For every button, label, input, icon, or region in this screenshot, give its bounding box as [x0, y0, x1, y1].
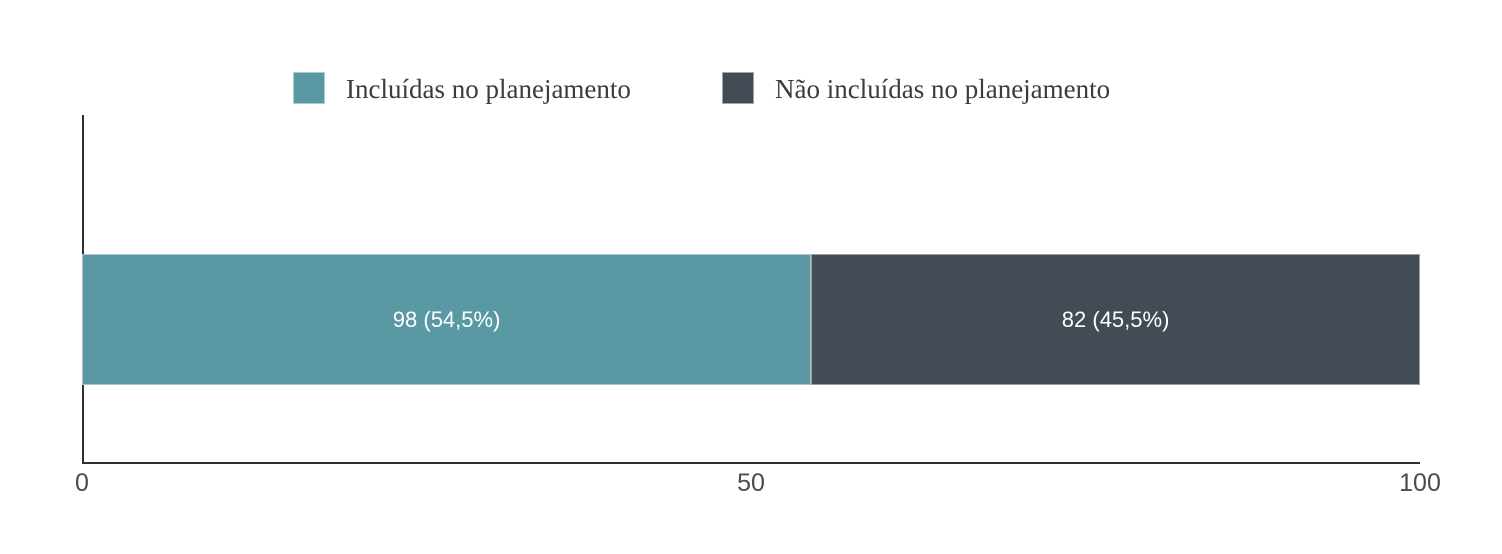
legend-item-nao-incluidas[interactable]: Não incluídas no planejamento — [722, 72, 1110, 104]
x-tick-100: 100 — [1399, 469, 1441, 497]
bar-segment-value: 82 (45,5%) — [1061, 306, 1170, 332]
stacked-bar: 98 (54,5%) 82 (45,5%) — [82, 254, 1420, 385]
legend-label: Incluídas no planejamento — [346, 73, 631, 104]
bar-segment-incluidas[interactable]: 98 (54,5%) — [82, 254, 812, 385]
bar-segment-nao-incluidas[interactable]: 82 (45,5%) — [811, 254, 1420, 385]
x-tick-0: 0 — [75, 469, 89, 497]
bar-segment-value: 98 (54,5%) — [392, 306, 501, 332]
x-axis-line — [82, 462, 1420, 464]
legend-swatch-dark — [722, 72, 754, 104]
legend-swatch-teal — [293, 72, 325, 104]
legend-label: Não incluídas no planejamento — [775, 73, 1111, 104]
plot-area: 98 (54,5%) 82 (45,5%) 0 50 100 — [75, 115, 1441, 496]
x-tick-50: 50 — [737, 469, 765, 497]
legend-item-incluidas[interactable]: Incluídas no planejamento — [293, 72, 631, 104]
